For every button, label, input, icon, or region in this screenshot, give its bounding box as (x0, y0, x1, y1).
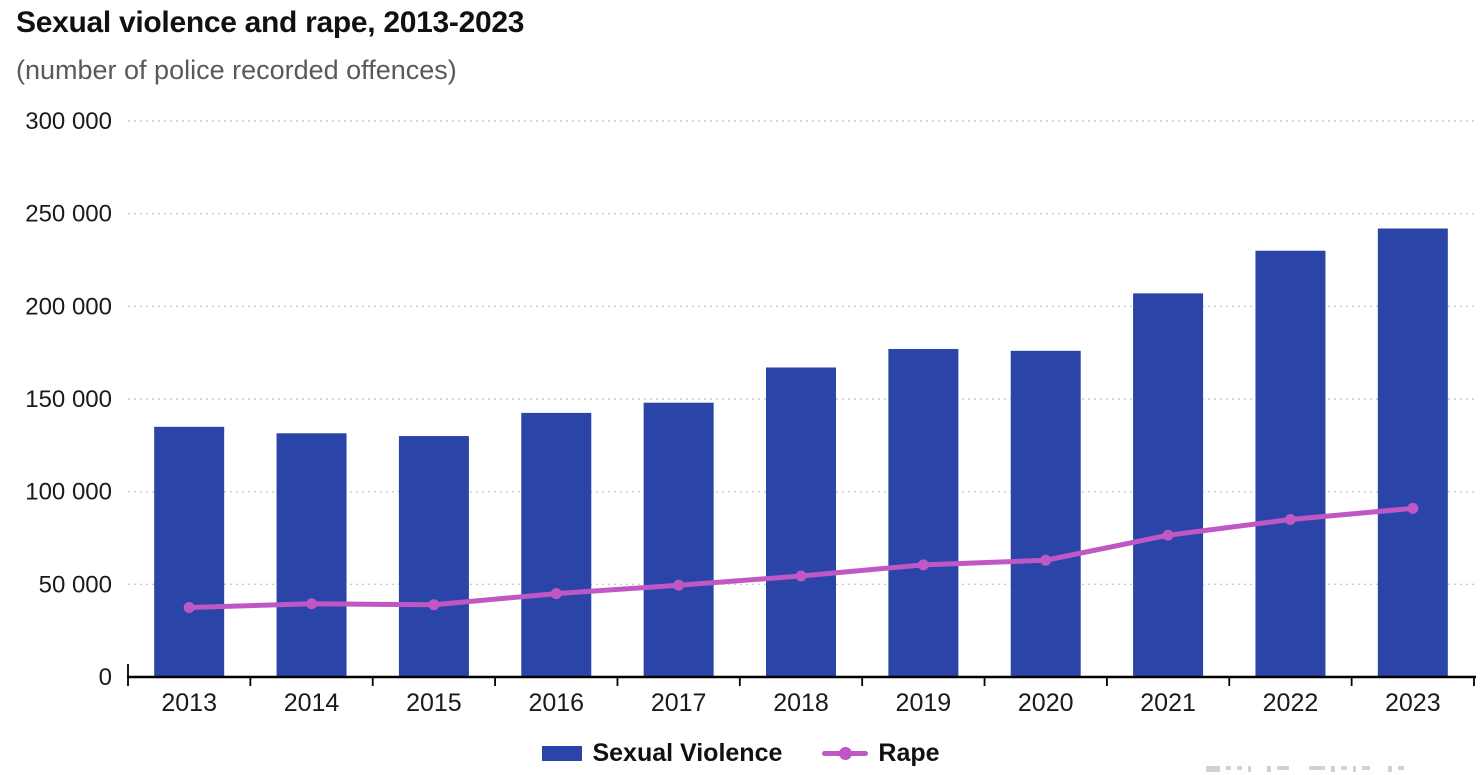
svg-text:0: 0 (99, 664, 112, 691)
svg-text:300 000: 300 000 (25, 108, 112, 135)
plot-area: 0 50 000 100 000 150 000 200 000 250 000 300 0… (25, 108, 1476, 717)
legend: Sexual Violence Rape (0, 741, 1482, 766)
legend-line-marker-rape (822, 746, 869, 761)
svg-text:250 000: 250 000 (25, 201, 112, 228)
svg-text:2013: 2013 (161, 689, 217, 717)
svg-text:2017: 2017 (651, 689, 707, 717)
svg-text:50 000: 50 000 (39, 571, 112, 598)
svg-text:2019: 2019 (896, 689, 952, 717)
svg-text:2016: 2016 (528, 689, 584, 717)
chart-subtitle: (number of police recorded offences) (16, 55, 457, 85)
chart-title: Sexual violence and rape, 2013-2023 (16, 6, 525, 39)
cropped-watermark-fragment (1206, 766, 1436, 775)
svg-text:2023: 2023 (1385, 689, 1441, 717)
svg-text:100 000: 100 000 (25, 479, 112, 506)
legend-label-rape: Rape (878, 739, 940, 767)
svg-text:200 000: 200 000 (25, 293, 112, 320)
svg-text:2022: 2022 (1263, 689, 1319, 717)
svg-text:2018: 2018 (773, 689, 829, 717)
svg-text:2015: 2015 (406, 689, 462, 717)
svg-text:2020: 2020 (1018, 689, 1074, 717)
svg-text:150 000: 150 000 (25, 386, 112, 413)
legend-label-sexual-violence: Sexual Violence (592, 739, 783, 767)
svg-text:2021: 2021 (1140, 689, 1196, 717)
legend-swatch-sexual-violence (542, 746, 583, 761)
svg-text:2014: 2014 (284, 689, 340, 717)
